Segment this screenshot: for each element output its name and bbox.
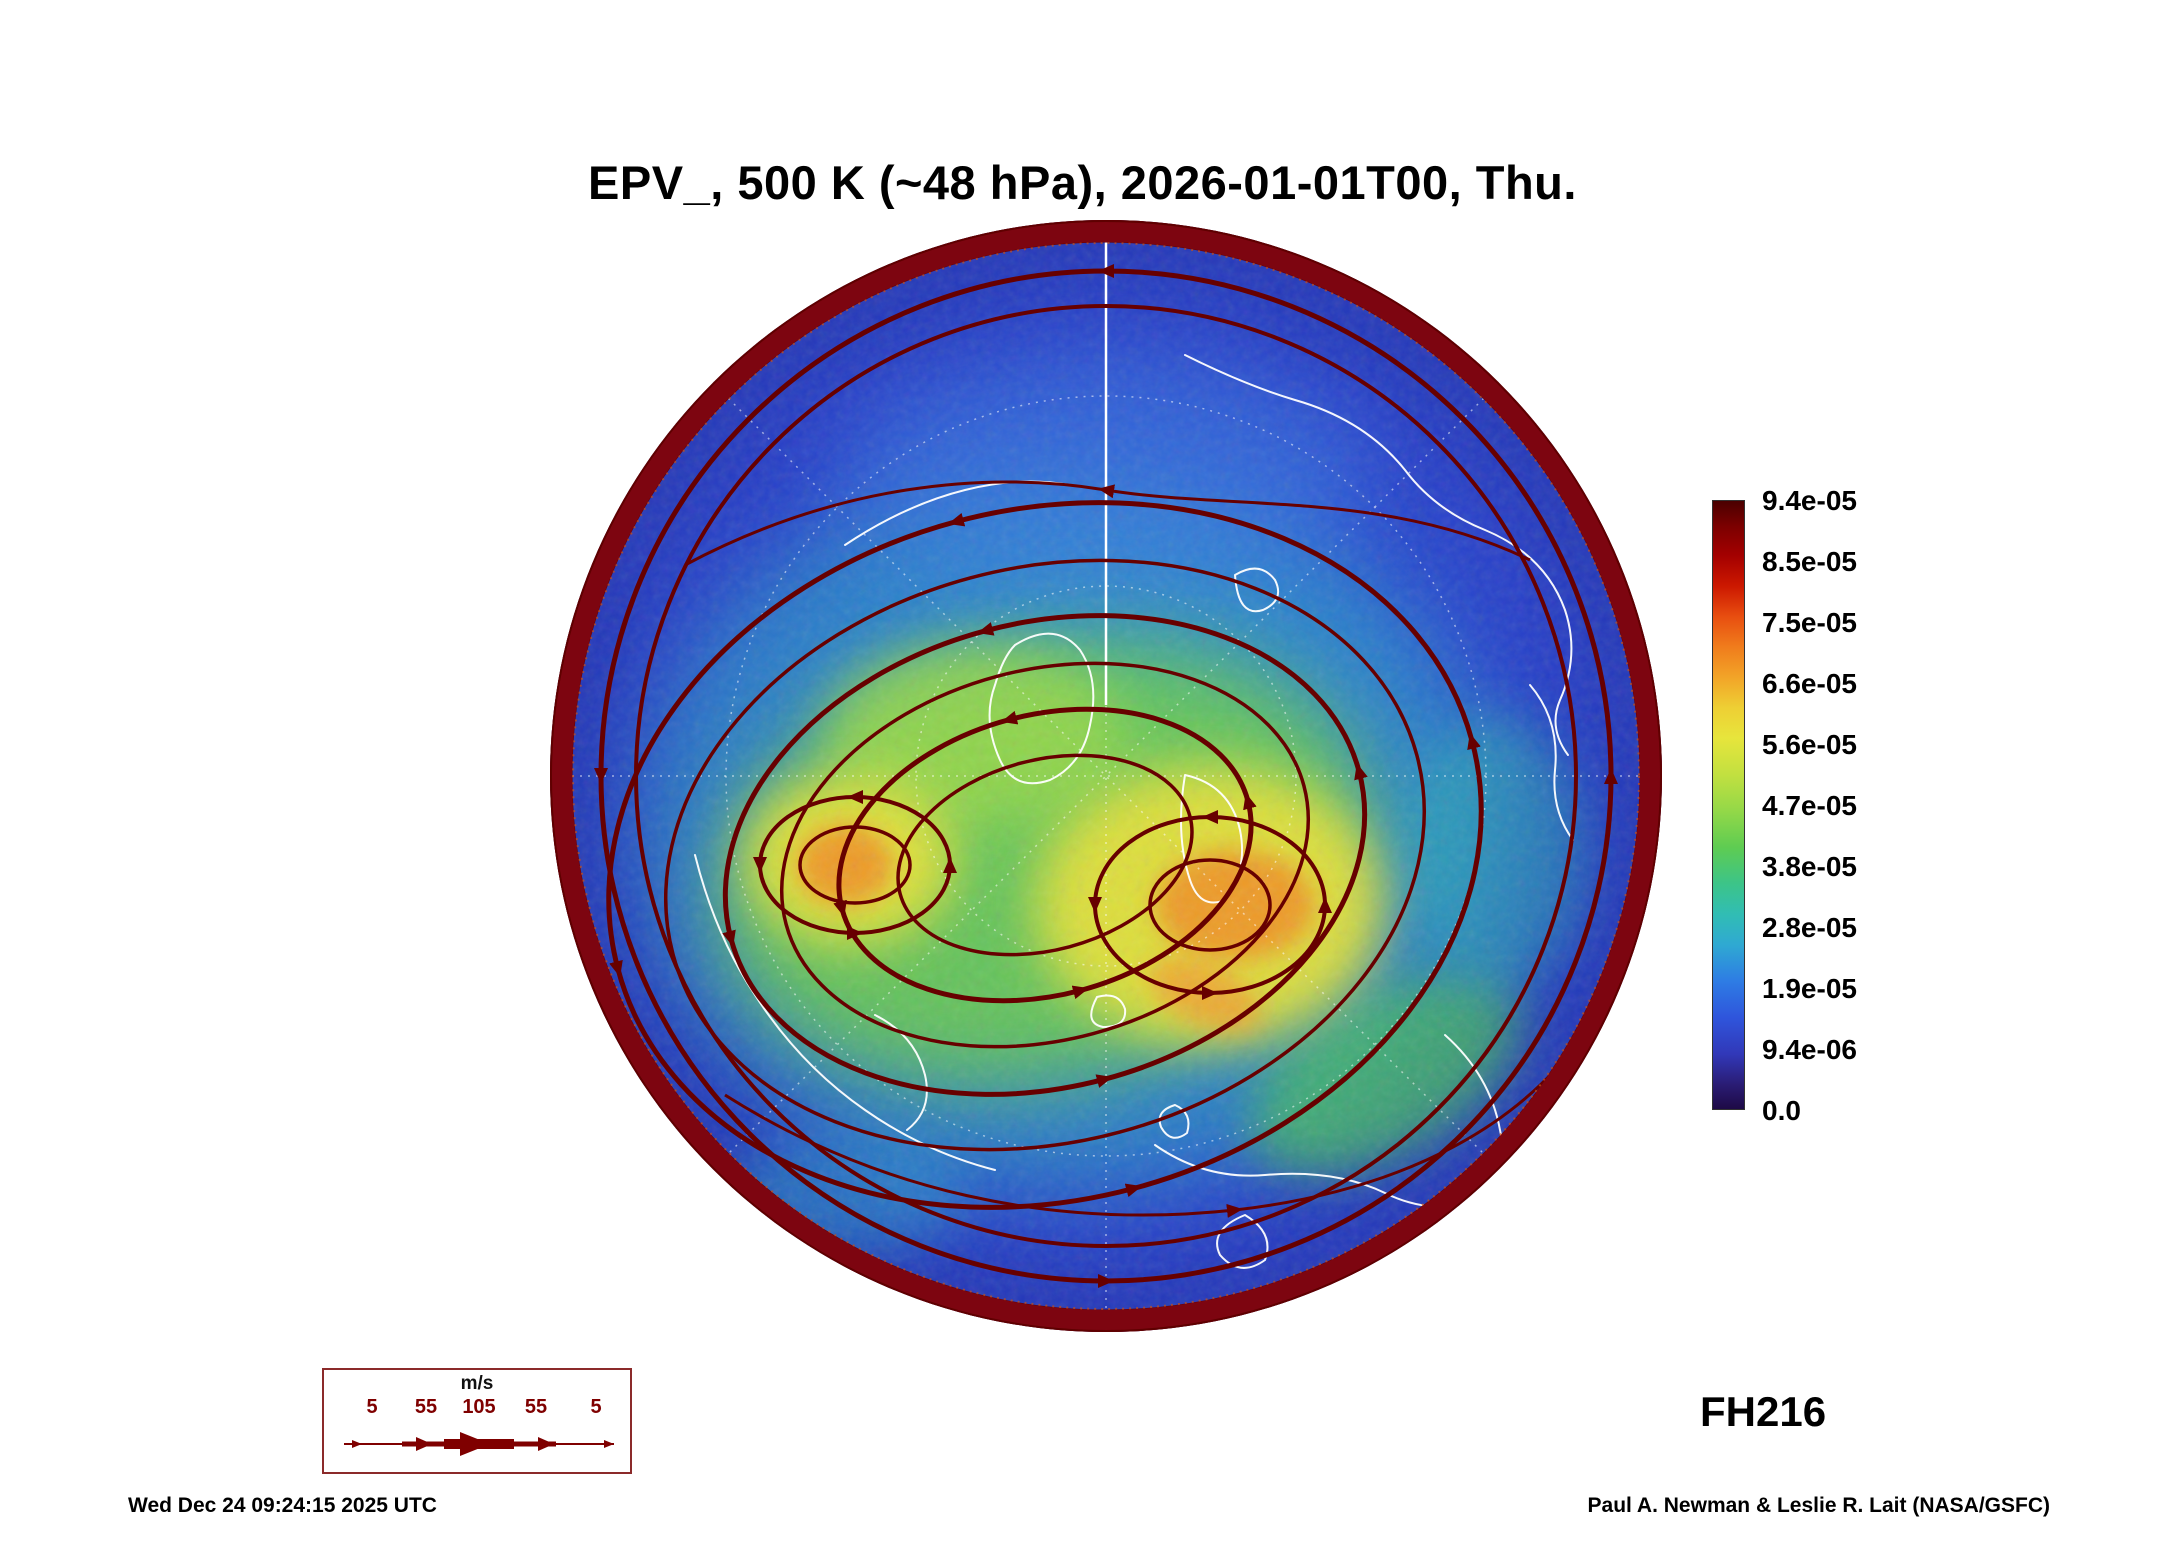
colorbar-tick: 2.8e-05 [1762,912,1857,943]
colorbar-tick: 0.0 [1762,1095,1801,1126]
polar-map-canvas [550,220,1662,1332]
wind-scale-legend: m/s 5 55 105 55 5 [322,1368,632,1474]
colorbar-tick: 1.9e-05 [1762,973,1857,1004]
wind-speed-label: 55 [414,1396,438,1418]
colorbar-tick: 9.4e-05 [1762,485,1857,516]
forecast-hour-label: FH216 [1700,1388,1827,1435]
wind-units-label: m/s [460,1373,494,1394]
credit: Paul A. Newman & Leslie R. Lait (NASA/GS… [1587,1494,2050,1517]
wind-speed-label: 55 [524,1396,548,1418]
timestamp: Wed Dec 24 09:24:15 2025 UTC [128,1494,437,1517]
wind-speed-label: 5 [366,1396,378,1418]
wind-speed-label: 105 [462,1396,496,1418]
colorbar-tick: 4.7e-05 [1762,790,1857,821]
map-rim [550,220,1662,1332]
wind-scale-arrow [344,1432,614,1456]
colorbar-tick: 3.8e-05 [1762,851,1857,882]
polar-map [545,215,1667,1337]
wind-speed-label: 5 [590,1396,602,1418]
colorbar-tick: 6.6e-05 [1762,668,1857,699]
colorbar-tick: 8.5e-05 [1762,546,1857,577]
colorbar-tick: 5.6e-05 [1762,729,1857,760]
rim-speckle [572,242,1640,1310]
plot-title: EPV_, 500 K (~48 hPa), 2026-01-01T00, Th… [588,156,1577,209]
colorbar-gradient [1712,500,1745,1110]
colorbar-tick: 7.5e-05 [1762,607,1857,638]
colorbar-tick: 9.4e-06 [1762,1034,1857,1065]
